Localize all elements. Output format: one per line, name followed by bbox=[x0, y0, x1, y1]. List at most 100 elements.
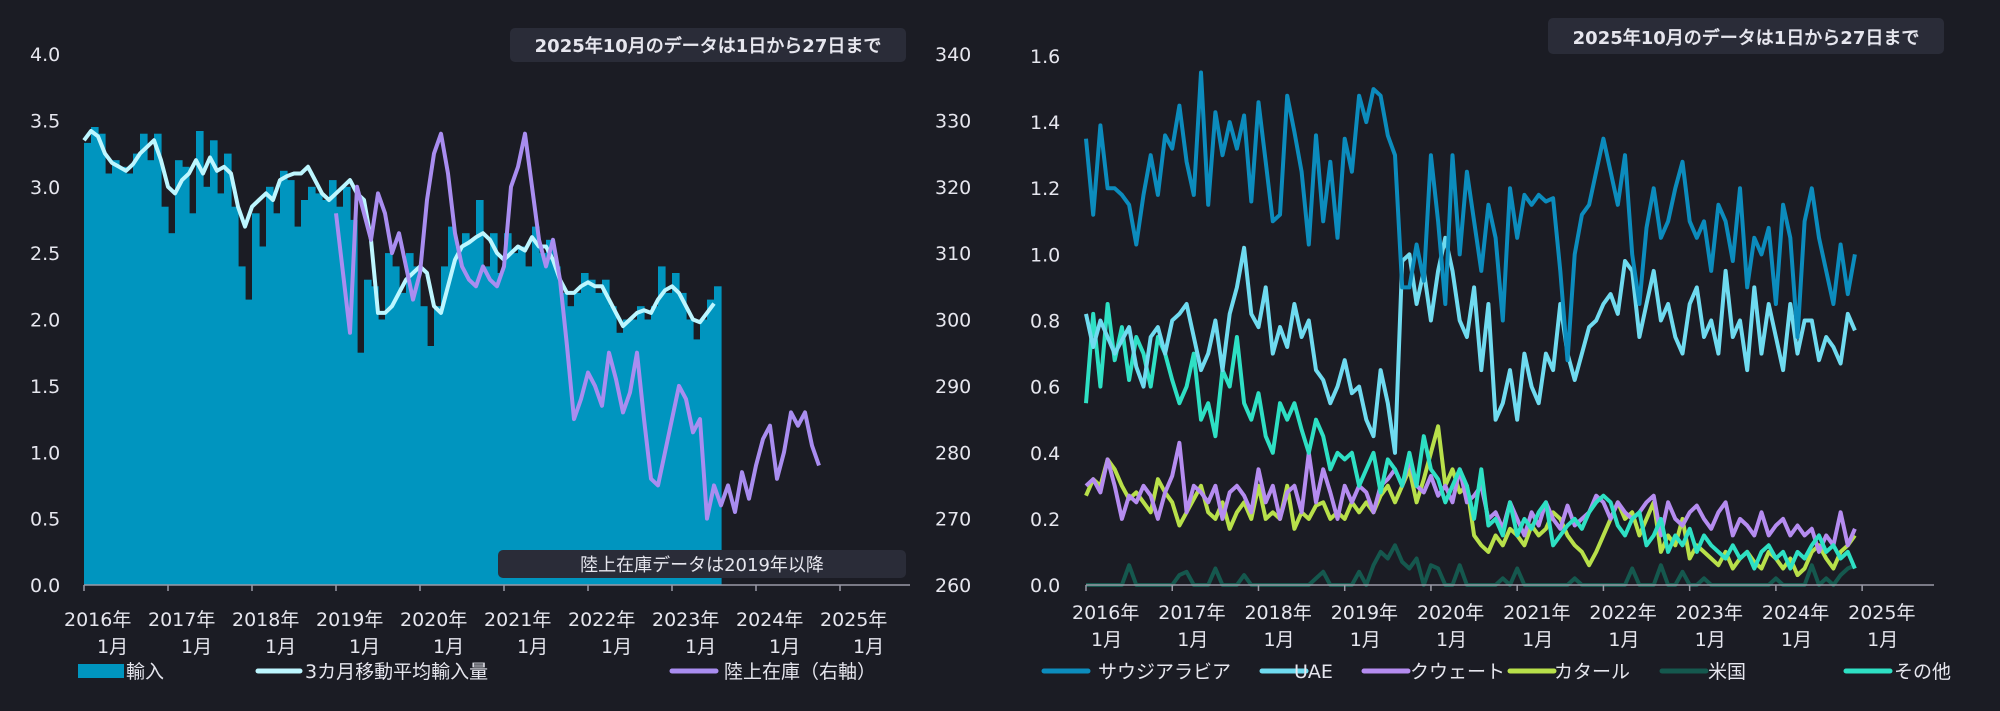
import-bar bbox=[707, 299, 715, 585]
import-bar bbox=[658, 266, 666, 585]
x-tick-label: 2019年 bbox=[316, 609, 383, 631]
x-tick-label: 2022年 bbox=[568, 609, 635, 631]
right-x-axis: 2016年 1月 2017年 1月 2018年 1月 2019年 1月 2020年 1月 2021年… bbox=[1072, 584, 1934, 651]
import-bar bbox=[497, 273, 505, 585]
series-line bbox=[1084, 70, 1857, 363]
x-tick-label: 1月 bbox=[433, 636, 464, 658]
import-bar bbox=[273, 213, 281, 586]
import-bar bbox=[224, 153, 232, 585]
y2-tick-label: 300 bbox=[935, 310, 971, 332]
import-bar bbox=[203, 186, 211, 586]
y2-tick-label: 320 bbox=[935, 177, 971, 199]
import-bar bbox=[245, 299, 253, 585]
y-tick-label: 0.0 bbox=[1030, 575, 1060, 597]
import-bar bbox=[525, 266, 533, 585]
import-bar bbox=[315, 193, 323, 585]
x-tick-label: 2020年 bbox=[400, 609, 467, 631]
import-bar bbox=[147, 160, 155, 585]
import-bar bbox=[581, 273, 589, 585]
import-bar bbox=[462, 233, 470, 585]
import-bar bbox=[98, 133, 106, 585]
import-bar bbox=[161, 206, 169, 585]
import-bar bbox=[350, 219, 358, 585]
y-tick-label: 0.8 bbox=[1030, 311, 1060, 333]
left-import-bars bbox=[84, 127, 722, 586]
import-bar bbox=[301, 200, 309, 585]
x-tick-label: 1月 bbox=[349, 636, 380, 658]
y-tick-label: 0.4 bbox=[1030, 443, 1060, 465]
legend-label: UAE bbox=[1294, 661, 1333, 683]
import-bar bbox=[329, 180, 337, 585]
left-bottom-note-text: 陸上在庫データは2019年以降 bbox=[580, 555, 824, 576]
import-bar bbox=[567, 306, 575, 585]
left-chart: 0.0 0.5 1.0 1.5 2.0 2.5 3.0 3.5 4.0 260 270 280 290… bbox=[30, 28, 971, 683]
y-tick-label: 0.2 bbox=[1030, 509, 1060, 531]
legend-label-ma: 3カ月移動平均輸入量 bbox=[305, 661, 488, 683]
import-bar bbox=[546, 239, 554, 586]
series-line bbox=[1084, 235, 1857, 455]
import-bar bbox=[490, 233, 498, 585]
import-bar bbox=[259, 246, 267, 585]
import-bar bbox=[483, 266, 491, 585]
y-tick-label: 1.2 bbox=[1030, 178, 1060, 200]
import-bar bbox=[252, 213, 260, 586]
import-bar bbox=[189, 213, 197, 586]
x-tick-label: 1月 bbox=[601, 636, 632, 658]
x-tick-label: 1月 bbox=[517, 636, 548, 658]
import-bar bbox=[294, 226, 302, 585]
y-tick-label: 3.5 bbox=[30, 110, 60, 132]
import-bar bbox=[154, 133, 162, 585]
x-tick-label: 2016年 bbox=[1072, 602, 1139, 624]
import-bar bbox=[385, 253, 393, 585]
import-bar bbox=[357, 352, 365, 585]
import-bar bbox=[553, 266, 561, 585]
x-tick-label: 1月 bbox=[685, 636, 716, 658]
right-legend: サウジアラビア UAE クウェート カタール 米国 その他 bbox=[1041, 661, 1951, 683]
right-banner-text: 2025年10月のデータは1日から27日まで bbox=[1573, 27, 1920, 49]
x-tick-label: 1月 bbox=[265, 636, 296, 658]
left-banner-text: 2025年10月のデータは1日から27日まで bbox=[535, 35, 882, 57]
import-bar bbox=[336, 206, 344, 585]
x-tick-label: 1月 bbox=[1781, 629, 1812, 651]
import-bar bbox=[427, 346, 435, 585]
right-banner: 2025年10月のデータは1日から27日まで bbox=[1548, 18, 1944, 54]
legend-label: カタール bbox=[1554, 661, 1630, 683]
inventory-line bbox=[334, 131, 821, 521]
import-bar bbox=[280, 170, 288, 586]
import-bar bbox=[602, 279, 610, 585]
import-bar bbox=[595, 292, 603, 585]
x-tick-label: 1月 bbox=[1522, 629, 1553, 651]
import-bar bbox=[133, 153, 141, 585]
import-bar bbox=[112, 160, 120, 585]
legend-label: 米国 bbox=[1708, 661, 1746, 683]
x-tick-label: 2024年 bbox=[736, 609, 803, 631]
import-bar bbox=[371, 286, 379, 585]
x-tick-label: 1月 bbox=[97, 636, 128, 658]
x-tick-label: 1月 bbox=[1091, 629, 1122, 651]
y-tick-label: 0.0 bbox=[30, 575, 60, 597]
import-bar bbox=[420, 306, 428, 585]
import-bar bbox=[588, 279, 596, 585]
x-tick-label: 1月 bbox=[1867, 629, 1898, 651]
x-tick-label: 2025年 bbox=[1848, 602, 1915, 624]
import-bar bbox=[105, 173, 113, 585]
x-tick-label: 1月 bbox=[769, 636, 800, 658]
import-bar bbox=[672, 273, 680, 585]
import-bar bbox=[119, 166, 127, 586]
import-bar bbox=[217, 193, 225, 585]
y2-tick-label: 260 bbox=[935, 575, 971, 597]
import-bar bbox=[91, 127, 99, 585]
import-bar bbox=[399, 292, 407, 585]
y-tick-label: 1.0 bbox=[1030, 244, 1060, 266]
import-bar bbox=[448, 226, 456, 585]
import-bar bbox=[175, 160, 183, 585]
import-bar bbox=[413, 266, 421, 585]
import-bar bbox=[623, 319, 631, 585]
y-tick-label: 1.5 bbox=[30, 376, 60, 398]
x-tick-label: 2023年 bbox=[652, 609, 719, 631]
import-bar bbox=[609, 306, 617, 585]
y-tick-label: 2.5 bbox=[30, 243, 60, 265]
import-bar bbox=[266, 186, 274, 586]
left-y2-axis: 260 270 280 290 300 310 320 330 340 bbox=[935, 44, 971, 597]
